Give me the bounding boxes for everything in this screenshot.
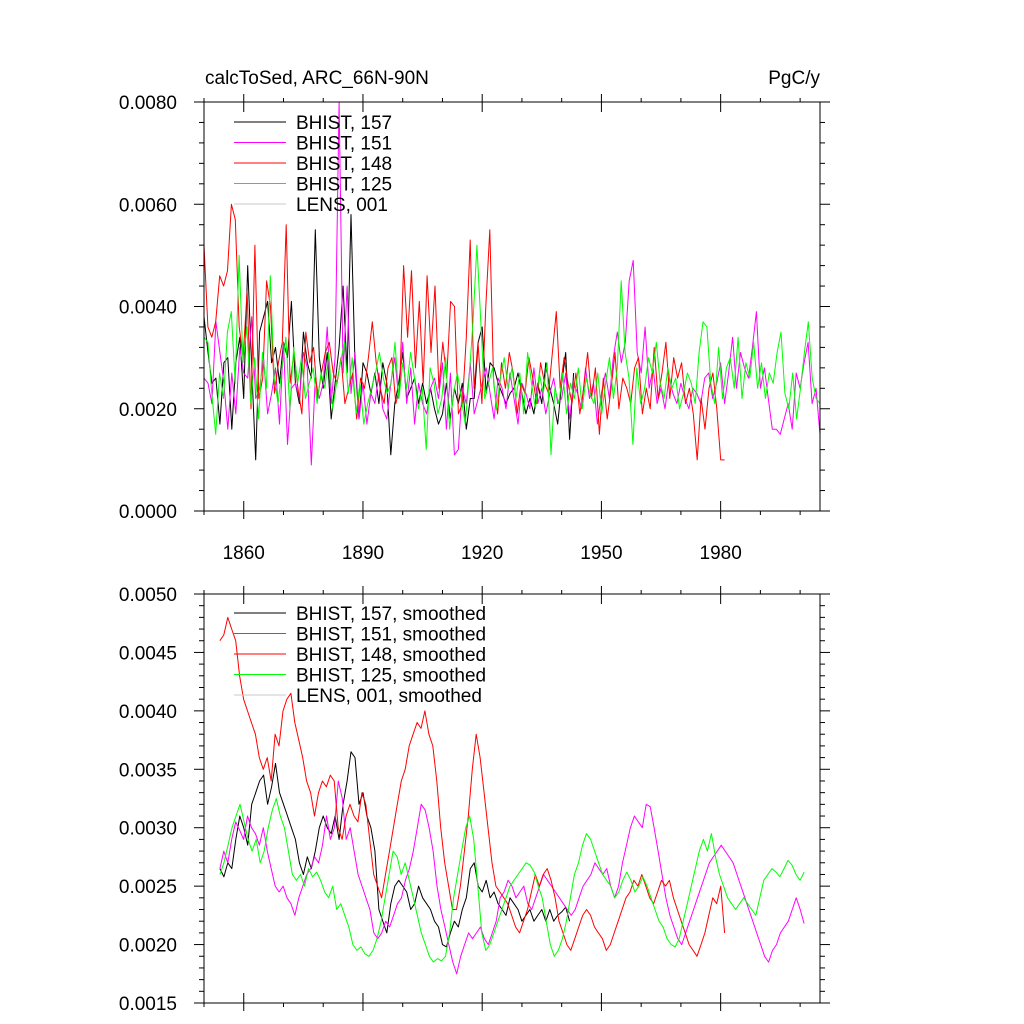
y-tick-label: 0.0020 xyxy=(119,400,177,421)
top-panel-units: PgC/y xyxy=(768,68,820,89)
y-tick-label: 0.0035 xyxy=(119,760,177,781)
y-tick-label: 0.0030 xyxy=(119,819,177,840)
series-line-bhist-148-smoothed xyxy=(219,616,726,957)
y-tick-label: 0.0080 xyxy=(119,93,177,114)
x-tick-label: 1860 xyxy=(223,543,265,564)
y-tick-label: 0.0045 xyxy=(119,643,177,664)
top-panel-title: calcToSed, ARC_66N-90N xyxy=(205,68,429,89)
y-tick-label: 0.0040 xyxy=(119,702,177,723)
series-line-bhist-151 xyxy=(203,101,821,466)
x-tick-label: 1890 xyxy=(342,543,384,564)
legend-label-bhist-151-smoothed: BHIST, 151, smoothed xyxy=(296,625,486,646)
legend-label-bhist-157-smoothed: BHIST, 157, smoothed xyxy=(296,604,486,625)
top-panel: calcToSed, ARC_66N-90N PgC/y 1860 1890 192… xyxy=(119,68,830,564)
legend-label-lens-001: LENS, 001 xyxy=(296,195,388,216)
y-tick-label: 0.0000 xyxy=(119,502,177,523)
legend-label-bhist-148: BHIST, 148 xyxy=(296,154,392,175)
y-tick-label: 0.0015 xyxy=(119,994,177,1015)
series-line-bhist-148 xyxy=(203,203,725,461)
series-line-bhist-157-smoothed xyxy=(219,751,571,948)
legend-label-bhist-125: BHIST, 125 xyxy=(296,175,392,196)
x-tick-label: 1980 xyxy=(700,543,742,564)
x-tick-label: 1920 xyxy=(461,543,503,564)
y-tick-label: 0.0060 xyxy=(119,195,177,216)
y-tick-label: 0.0040 xyxy=(119,298,177,319)
x-tick-label: 1950 xyxy=(580,543,622,564)
series-line-bhist-151-smoothed xyxy=(219,780,805,975)
y-tick-label: 0.0050 xyxy=(119,585,177,606)
legend-label-bhist-151: BHIST, 151 xyxy=(296,134,392,155)
series-line-bhist-125 xyxy=(203,244,821,456)
legend-label-lens-001-smoothed: LENS, 001, smoothed xyxy=(296,686,482,707)
y-tick-label: 0.0020 xyxy=(119,936,177,957)
y-tick-label: 0.0025 xyxy=(119,877,177,898)
legend-label-bhist-157: BHIST, 157 xyxy=(296,113,392,134)
series-line-bhist-125-smoothed xyxy=(219,798,805,963)
bottom-panel: 0.0015 0.0020 0.0025 0.0030 0.0035 0.0040 0.00… xyxy=(119,585,830,1015)
legend-label-bhist-125-smoothed: BHIST, 125, smoothed xyxy=(296,666,486,687)
plot-frame xyxy=(203,593,821,1004)
legend-label-bhist-148-smoothed: BHIST, 148, smoothed xyxy=(296,645,486,666)
